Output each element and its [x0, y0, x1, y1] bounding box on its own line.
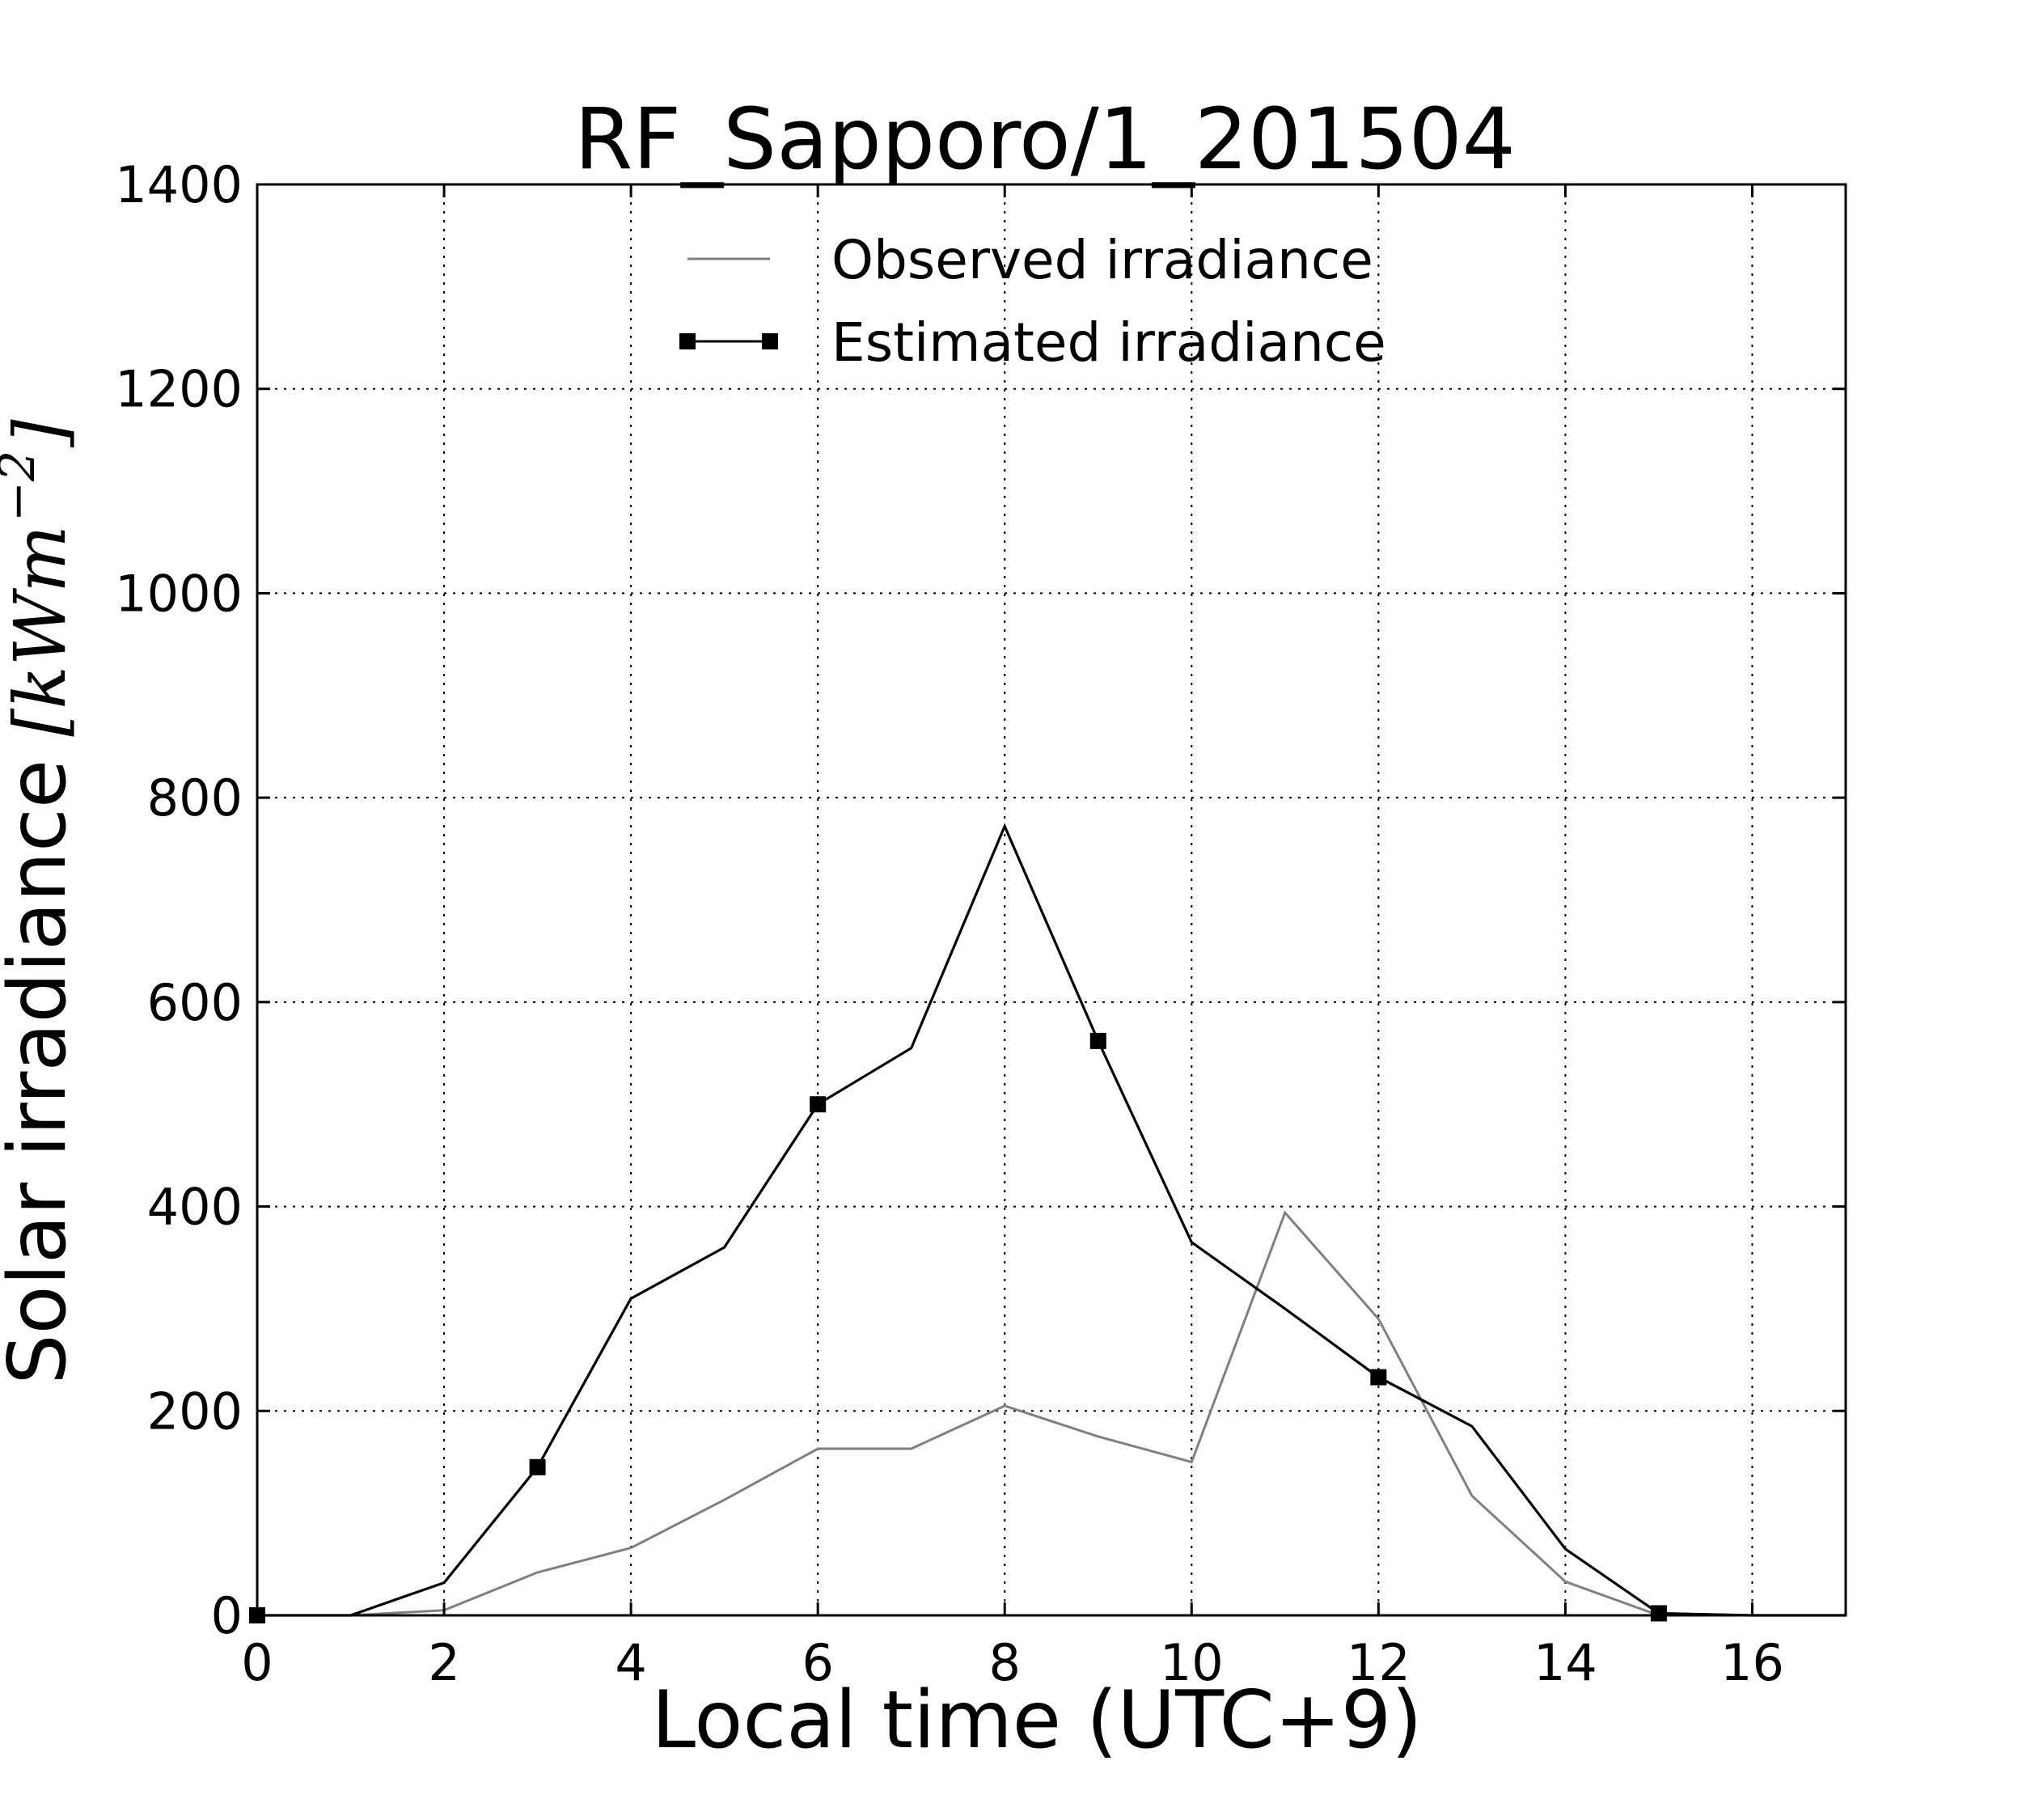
- x-tick-label: 12: [1347, 1633, 1411, 1692]
- series-line-observed: [257, 1210, 1846, 1617]
- y-axis-label: Solar irradiance [kWm −2 ]: [0, 419, 84, 1385]
- y-tick-label: 600: [147, 973, 243, 1032]
- x-tick-label: 8: [989, 1633, 1021, 1692]
- axis-ticks: 0 2 4 6 8 10 12 14 16 0 200 400 600 800 1000 1200 1400: [115, 155, 1846, 1692]
- data-point-estimated: [1089, 1032, 1106, 1049]
- legend-estimated-label: Estimated irradiance: [831, 311, 1386, 374]
- data-point-estimated: [1370, 1369, 1387, 1386]
- x-tick-label: 14: [1533, 1633, 1597, 1692]
- y-axis-label-unit: [kWm: [0, 525, 82, 737]
- y-tick-label: 800: [147, 768, 243, 827]
- chart-title: RF_Sapporo/1_201504: [574, 90, 1516, 188]
- y-axis-label-unit-exponent: −2: [0, 451, 46, 522]
- y-tick-label: 200: [147, 1382, 243, 1441]
- series-layer: [249, 823, 1846, 1623]
- x-tick-label: 0: [241, 1633, 273, 1692]
- data-point-estimated: [810, 1096, 827, 1113]
- y-tick-label: 0: [211, 1586, 243, 1645]
- x-tick-label: 4: [615, 1633, 646, 1692]
- x-tick-label: 2: [428, 1633, 459, 1692]
- series-line-estimated: [257, 823, 1846, 1617]
- y-tick-label: 400: [147, 1178, 243, 1237]
- x-tick-label: 6: [802, 1633, 833, 1692]
- legend-observed-label: Observed irradiance: [831, 229, 1373, 291]
- plot-frame: [256, 183, 1847, 1617]
- svg-text:Solar irradiance [kWm: Solar irradiance [kWm −2 ]: [0, 419, 84, 1385]
- data-point-estimated: [1650, 1605, 1667, 1622]
- legend-estimated-marker: [679, 333, 696, 349]
- data-point-estimated: [529, 1458, 546, 1475]
- y-tick-label: 1200: [115, 360, 243, 419]
- y-axis-label-text: Solar irradiance: [0, 760, 84, 1385]
- y-tick-label: 1000: [115, 564, 243, 623]
- legend: Observed irradiance Estimated irradiance: [679, 229, 1386, 374]
- x-tick-label: 10: [1160, 1633, 1224, 1692]
- y-axis-label-unit-close: ]: [0, 419, 82, 448]
- legend-estimated-marker: [762, 333, 778, 349]
- x-axis-label: Local time (UTC+9): [652, 1674, 1423, 1767]
- x-tick-label: 16: [1720, 1633, 1784, 1692]
- y-tick-label: 1400: [115, 155, 243, 214]
